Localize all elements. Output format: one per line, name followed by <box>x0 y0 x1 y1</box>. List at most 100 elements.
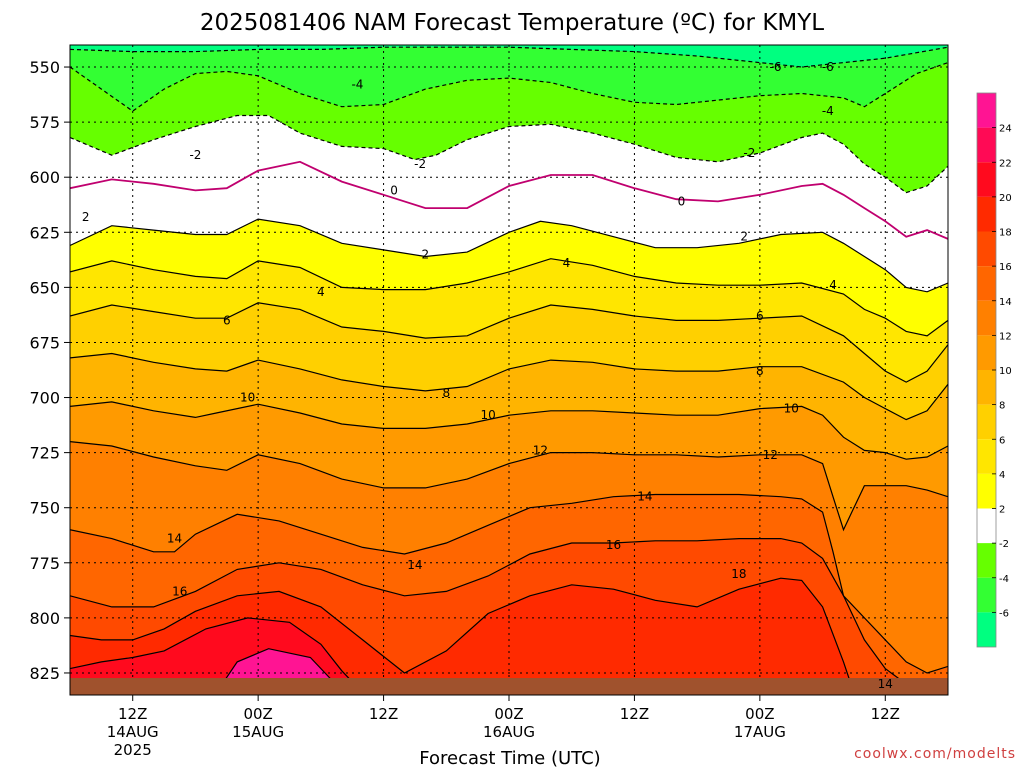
y-tick-label-725: 725 <box>29 444 60 463</box>
contour-label-2: 2 <box>422 247 430 261</box>
colorbar-tick-label-1: 22 <box>999 158 1012 169</box>
contour-line--4 <box>70 62 948 112</box>
colorbar-tick-label-4: 16 <box>999 262 1012 273</box>
colorbar-swatch-20 <box>977 162 996 197</box>
colorbar-swatch-6 <box>977 404 996 440</box>
contour-line-16 <box>70 538 948 694</box>
contour-line--2 <box>70 114 948 194</box>
contour-label-extra-14: -2 <box>743 146 755 160</box>
colorbar-tick-label-10: 4 <box>999 470 1005 481</box>
y-tick-label-750: 750 <box>29 499 60 518</box>
contour-line-10 <box>70 401 948 460</box>
y-tick-label-600: 600 <box>29 168 60 187</box>
colorbar-swatch-24 <box>977 93 996 128</box>
contour-label-extra-16: 0 <box>678 194 686 208</box>
contour-label-extra-4: 10 <box>480 408 495 422</box>
contour-label-0: 0 <box>390 183 398 197</box>
x-axis-label: Forecast Time (UTC) <box>419 748 600 768</box>
colorbar-tick-label-0: 24 <box>999 124 1012 135</box>
colorbar-swatch--8 <box>977 612 996 647</box>
contour-label-8: 8 <box>442 386 450 400</box>
contour-line-4 <box>70 258 948 337</box>
x-tick-label-6-1: 12Z <box>118 705 147 723</box>
contour-line-14 <box>70 493 948 674</box>
colorbar-swatch-2 <box>977 473 996 509</box>
contour-label-extra-17: 2 <box>740 230 748 244</box>
ground-surface <box>70 678 948 695</box>
colorbar-tick-label-5: 14 <box>999 297 1012 308</box>
colorbar-tick-label-3: 18 <box>999 228 1012 239</box>
x-tick-label-66-2: 17AUG <box>734 723 786 741</box>
colorbar-swatch-8 <box>977 370 996 405</box>
contour-label-extra-10: 16 <box>172 584 187 598</box>
y-tick-label-800: 800 <box>29 609 60 628</box>
x-tick-label-42-2: 16AUG <box>483 723 535 741</box>
contour-label-extra-1: 4 <box>563 256 571 270</box>
y-axis: 550 575 600 625 650 675 700 725 750 775 800 825 <box>29 58 70 683</box>
x-tick-label-18-1: 00Z <box>243 705 272 723</box>
contour-label-10: 10 <box>240 391 255 405</box>
credit-text: coolwx.com/modelts <box>854 746 1016 762</box>
y-tick-label-700: 700 <box>29 389 60 408</box>
colorbar-tick-label-12: -2 <box>999 539 1009 550</box>
colorbar-swatch-10 <box>977 335 996 370</box>
contour-line-2 <box>70 218 948 293</box>
contour-label-extra-5: 10 <box>784 402 799 416</box>
contour-line-8 <box>70 352 948 421</box>
contour-label-14: 14 <box>637 490 652 504</box>
contour-label-extra-0: 2 <box>82 210 90 224</box>
contour-label--4: -4 <box>351 78 363 92</box>
colorbar-swatch--4 <box>977 543 996 578</box>
x-tick-label-6-2: 14AUG <box>107 723 159 741</box>
contour-label-extra-9: 14 <box>878 677 893 691</box>
y-tick-label-825: 825 <box>29 664 60 683</box>
contour-label-extra-3: 8 <box>756 364 764 378</box>
temperature-band-coldest <box>70 45 948 67</box>
y-tick-label-575: 575 <box>29 113 60 132</box>
colorbar-swatch--6 <box>977 577 996 613</box>
colorbar-tick-label-2: 20 <box>999 193 1012 204</box>
contour-line-18 <box>70 577 855 693</box>
colorbar-tick-label-13: -4 <box>999 574 1009 585</box>
contour-label--6: -6 <box>822 60 834 74</box>
contour-label-layer: -6 -4 -2 0 2 4 6 8 10 12 14 16 18 2 4 6 8 10 10 12 14 14 14 16 4… <box>82 60 893 691</box>
contour-label-6: 6 <box>223 313 231 327</box>
contour-line-20 <box>70 617 364 694</box>
y-tick-label-625: 625 <box>29 223 60 242</box>
colorbar-swatch-18 <box>977 196 996 232</box>
x-tick-label-78-1: 12Z <box>871 705 900 723</box>
contour-line-12 <box>70 441 948 532</box>
y-tick-label-675: 675 <box>29 333 60 352</box>
colorbar-tick-label-14: -6 <box>999 608 1009 619</box>
colorbar-swatch-12 <box>977 300 996 336</box>
chart-title: 2025081406 NAM Forecast Temperature (ºC)… <box>200 10 824 36</box>
contour-label-extra-12: -6 <box>770 60 782 74</box>
contour-label-4: 4 <box>317 285 325 299</box>
contour-line-layer <box>70 46 948 694</box>
x-tick-label-18-2: 15AUG <box>232 723 284 741</box>
colorbar-tick-label-9: 6 <box>999 435 1005 446</box>
colorbar-tick-label-11: 2 <box>999 505 1005 516</box>
colorbar-tick-label-6: 12 <box>999 331 1012 342</box>
contour-label--2: -2 <box>189 148 201 162</box>
colorbar-tick-label-7: 10 <box>999 366 1012 377</box>
colorbar-swatch-22 <box>977 127 996 163</box>
colorbar-tick-label-8: 8 <box>999 401 1005 412</box>
contour-line-6 <box>70 302 948 383</box>
contour-label-extra-13: -4 <box>822 104 834 118</box>
contour-line-0 <box>70 160 948 240</box>
contour-label-extra-11: 4 <box>829 278 837 292</box>
y-tick-label-650: 650 <box>29 278 60 297</box>
contour-label-extra-15: -2 <box>414 157 426 171</box>
contour-label-16: 16 <box>606 538 621 552</box>
contour-label-extra-8: 14 <box>407 558 422 572</box>
colorbar-swatch-4 <box>977 439 996 474</box>
x-tick-label-30-1: 12Z <box>369 705 398 723</box>
contour-label-18: 18 <box>731 567 746 581</box>
contour-label-extra-2: 6 <box>756 309 764 323</box>
contour-label-12: 12 <box>533 443 548 457</box>
x-tick-label-54-1: 12Z <box>620 705 649 723</box>
y-tick-label-775: 775 <box>29 554 60 573</box>
